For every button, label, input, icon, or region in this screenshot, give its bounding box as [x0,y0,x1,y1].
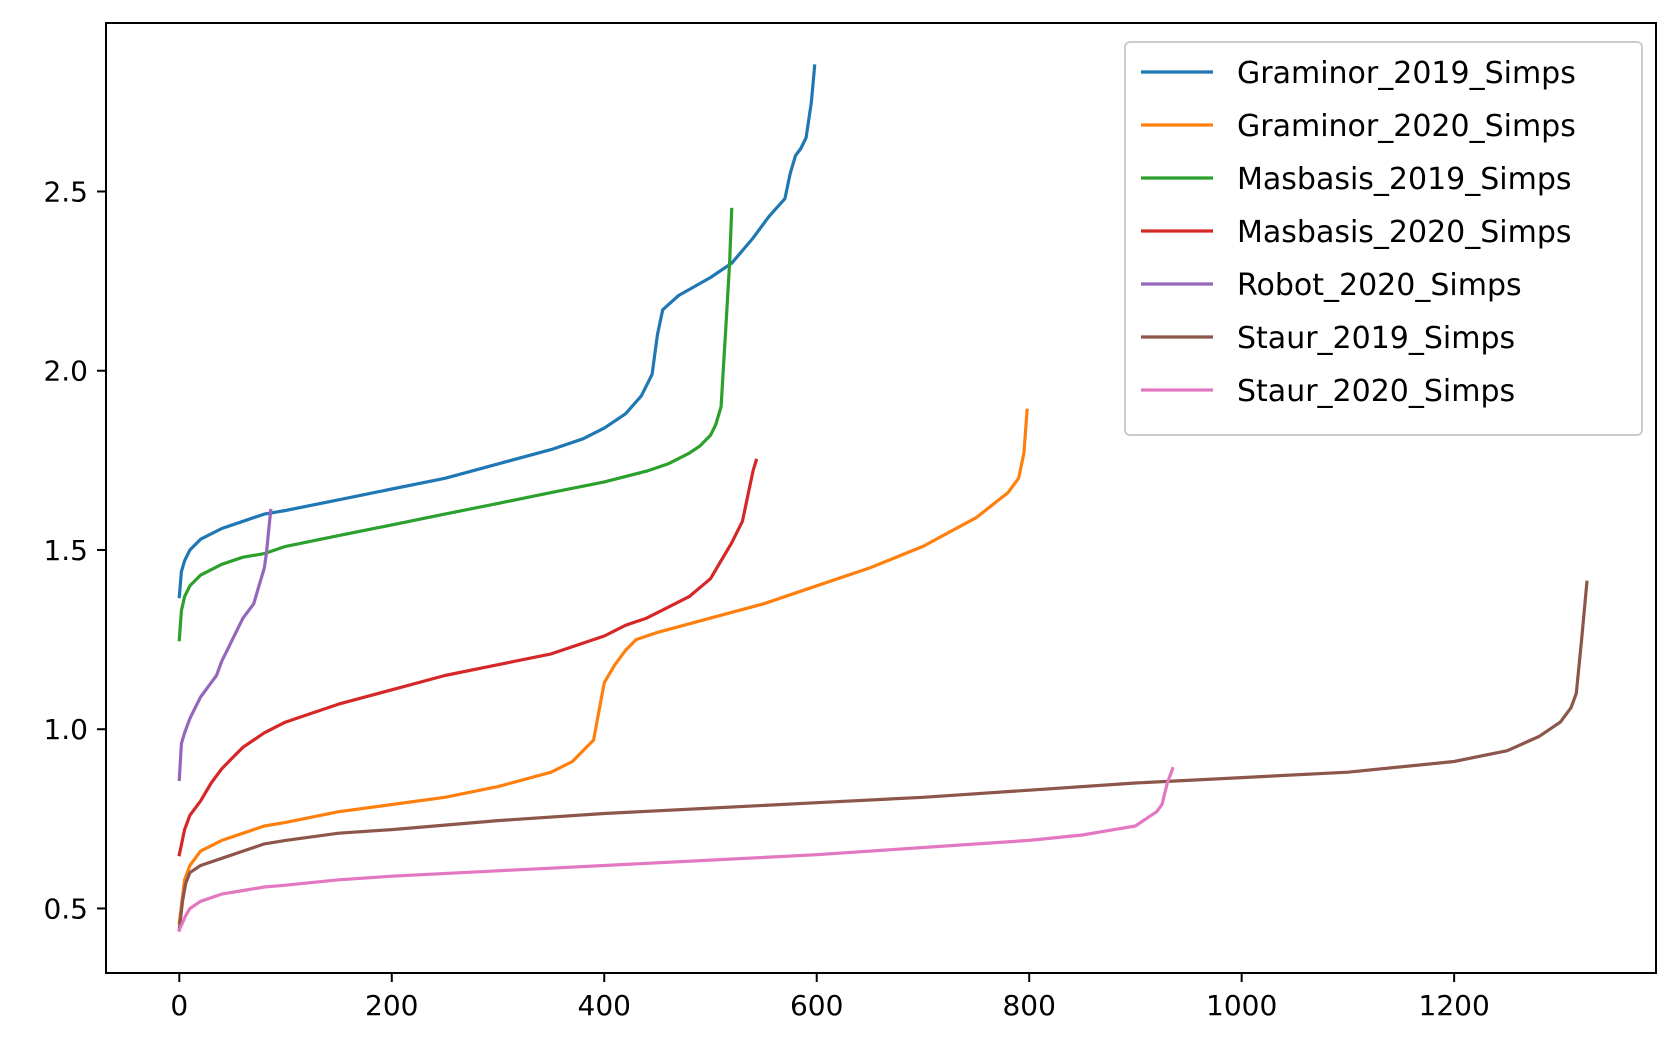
legend-label: Graminor_2019_Simps [1237,56,1576,91]
series-line-6 [177,766,1175,933]
x-tick-label: 1000 [1206,989,1277,1022]
y-tick-label: 0.5 [43,892,88,925]
series-line-0 [177,64,817,599]
series-line-2 [177,207,734,642]
x-tick-label: 1200 [1419,989,1490,1022]
x-axis: 0 200 400 600 800 1000 1200 [170,973,1490,1022]
series-line-4 [177,508,273,782]
legend-label: Masbasis_2019_Simps [1237,162,1572,197]
y-tick-label: 1.0 [43,713,88,746]
y-tick-label: 2.0 [43,355,88,388]
legend-label: Staur_2020_Simps [1237,374,1515,409]
legend: Graminor_2019_Simps Graminor_2020_Simps Ma… [1124,41,1643,436]
x-tick-label: 0 [170,989,188,1022]
series-line-1 [177,408,1029,925]
legend-box [1124,41,1643,436]
plot-frame [105,22,1657,974]
x-tick-label: 600 [790,989,843,1022]
y-tick-label: 1.5 [43,534,88,567]
series-line-3 [177,458,759,857]
legend-label: Robot_2020_Simps [1237,268,1522,303]
x-tick-label: 400 [578,989,631,1022]
legend-label: Staur_2019_Simps [1237,321,1515,356]
y-tick-label: 2.5 [43,175,88,208]
series-line-5 [177,580,1589,932]
legend-label: Masbasis_2020_Simps [1237,215,1572,250]
x-tick-label: 200 [365,989,418,1022]
x-tick-label: 800 [1002,989,1055,1022]
series-layer [177,64,1589,933]
y-axis: 0.5 1.0 1.5 2.0 2.5 [43,175,106,925]
legend-label: Graminor_2020_Simps [1237,109,1576,144]
